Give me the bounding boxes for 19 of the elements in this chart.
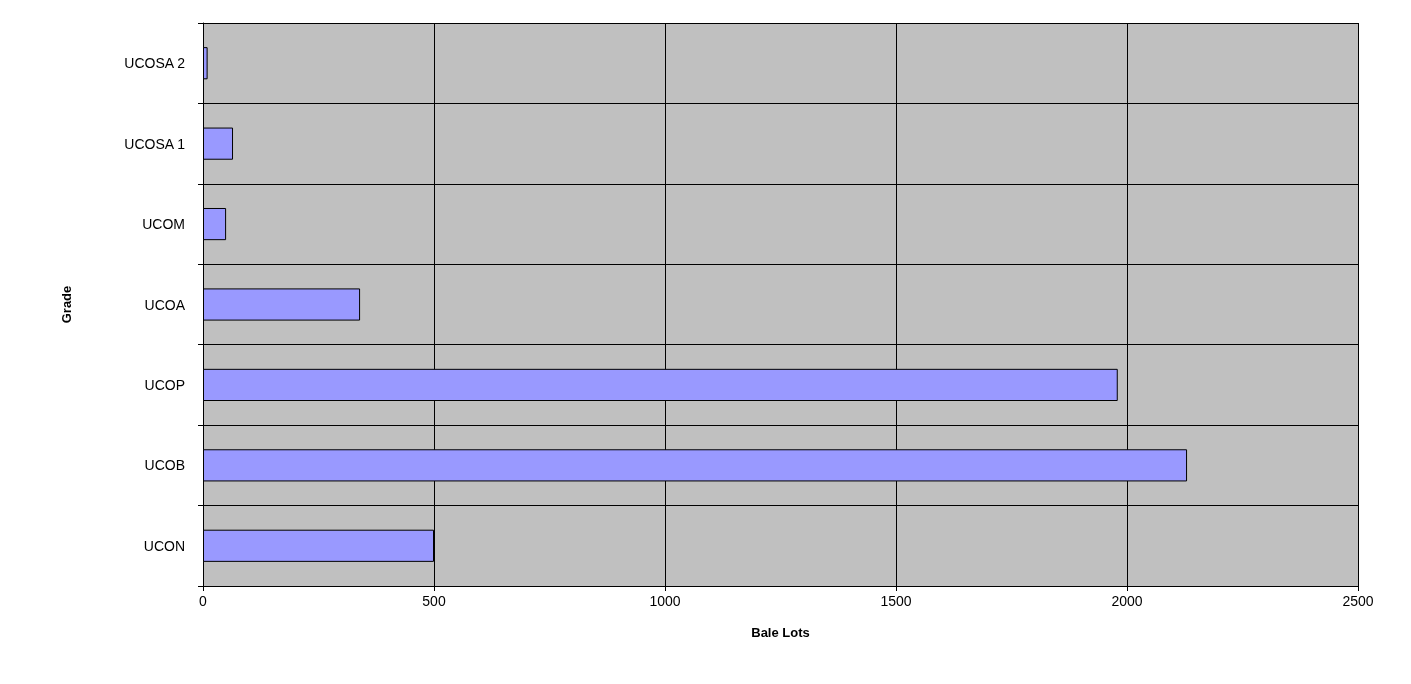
y-tick-label: UCOP xyxy=(144,376,185,393)
y-tick-label: UCOSA 1 xyxy=(124,135,186,152)
x-tick-label: 0 xyxy=(199,593,208,609)
x-tick-label: 1000 xyxy=(649,593,681,609)
bar xyxy=(203,127,234,160)
bar xyxy=(203,47,208,80)
x-tick-label: 2000 xyxy=(1111,593,1143,609)
y-tick-label: UCOM xyxy=(142,216,185,233)
y-tick-label: UCOA xyxy=(144,296,186,313)
x-tick-label: 1500 xyxy=(880,593,912,609)
y-tick-label: UCON xyxy=(143,537,185,554)
x-axis-title: Bale Lots xyxy=(751,625,810,640)
bar xyxy=(203,207,227,241)
bar xyxy=(203,288,361,321)
y-tick-label: UCOSA 2 xyxy=(124,55,186,72)
x-tick-label: 2500 xyxy=(1342,593,1374,609)
y-tick-label: UCOB xyxy=(144,457,185,474)
y-axis-title: Grade xyxy=(59,285,74,324)
x-tick-label: 500 xyxy=(422,593,446,609)
